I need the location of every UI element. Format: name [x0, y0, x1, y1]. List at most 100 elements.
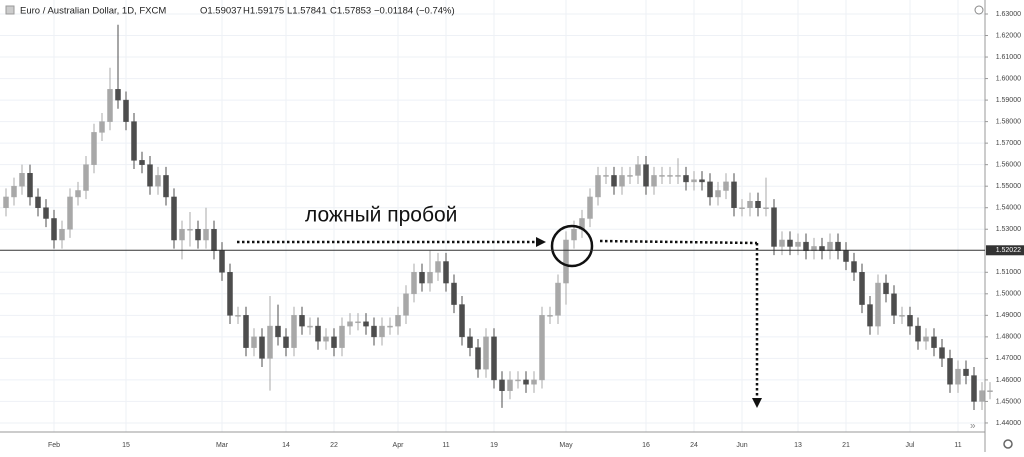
- x-tick-label: 19: [490, 442, 498, 449]
- candle-body: [547, 315, 553, 317]
- candle-body: [187, 228, 193, 231]
- x-tick-label: 16: [642, 442, 650, 449]
- candle-body: [475, 347, 481, 370]
- candle-body: [771, 207, 777, 247]
- candle-body: [531, 379, 537, 385]
- y-tick-label: 1.59000: [996, 97, 1021, 104]
- candle-body: [755, 201, 761, 208]
- candle-body: [715, 190, 721, 198]
- scroll-button[interactable]: »: [970, 421, 976, 432]
- x-tick-label: 14: [282, 442, 290, 449]
- y-tick-label: 1.56000: [996, 162, 1021, 169]
- candle-body: [683, 175, 689, 183]
- candle-body: [859, 272, 865, 305]
- candle-body: [371, 325, 377, 338]
- candle-body: [403, 293, 409, 316]
- candle-body: [491, 336, 497, 381]
- candle-body: [843, 250, 849, 262]
- candle-body: [827, 241, 833, 252]
- candle-body: [355, 321, 361, 324]
- candle-body: [291, 315, 297, 348]
- y-tick-label: 1.60000: [996, 75, 1021, 82]
- candle-body: [515, 379, 521, 382]
- candle-body: [363, 321, 369, 327]
- candle-body: [699, 179, 705, 183]
- arrow-head: [536, 237, 546, 247]
- candle-body: [907, 315, 913, 327]
- candle-body: [307, 325, 313, 328]
- candle-body: [251, 336, 257, 348]
- candle-body: [795, 241, 801, 247]
- candle-body: [867, 304, 873, 327]
- candle-body: [211, 228, 217, 252]
- y-tick-label: 1.54000: [996, 205, 1021, 212]
- candle-body: [603, 175, 609, 177]
- candle-body: [435, 261, 441, 273]
- y-tick-label: 1.58000: [996, 118, 1021, 125]
- candle-body: [379, 325, 385, 338]
- last-price-tag: [986, 245, 1024, 256]
- x-tick-label: 22: [330, 442, 338, 449]
- candle-body: [267, 325, 273, 359]
- candle-body: [131, 121, 137, 161]
- candle-body: [451, 282, 457, 305]
- candle-body: [219, 250, 225, 273]
- candle-body: [235, 315, 241, 317]
- candle-body: [123, 99, 129, 122]
- candle-body: [883, 282, 889, 295]
- candle-body: [971, 375, 977, 402]
- candle-body: [323, 336, 329, 342]
- candle-body: [203, 228, 209, 241]
- candle-body: [147, 164, 153, 187]
- candle-body: [939, 347, 945, 359]
- candle-body: [427, 272, 433, 284]
- symbol-icon[interactable]: [5, 5, 15, 15]
- last-price-label: 1.52022: [996, 247, 1021, 254]
- candle-body: [619, 175, 625, 187]
- change-label: −0.01184 (−0.74%): [374, 6, 455, 17]
- candle-body: [627, 175, 633, 177]
- y-tick-label: 1.49000: [996, 312, 1021, 319]
- candle-body: [19, 173, 25, 187]
- candle-body: [611, 175, 617, 187]
- candle-body: [635, 164, 641, 176]
- x-tick-label: 11: [954, 442, 961, 449]
- candle-body: [979, 390, 985, 402]
- candle-body: [891, 293, 897, 316]
- candle-body: [595, 175, 601, 198]
- candle-body: [507, 379, 513, 391]
- candle-body: [91, 132, 97, 165]
- candle-body: [571, 228, 577, 241]
- candle-body: [707, 181, 713, 198]
- candle-body: [115, 89, 121, 101]
- candle-body: [179, 228, 185, 241]
- candle-body: [59, 228, 65, 241]
- candle-body: [539, 315, 545, 381]
- candle-body: [851, 261, 857, 273]
- candle-body: [51, 218, 57, 241]
- settings-button[interactable]: [974, 5, 984, 15]
- y-tick-label: 1.48000: [996, 334, 1021, 341]
- x-tick-label: Jun: [736, 442, 747, 449]
- y-tick-label: 1.51000: [996, 269, 1021, 276]
- axis-settings[interactable]: [1003, 439, 1013, 449]
- candle-body: [411, 272, 417, 295]
- candle-body: [171, 196, 177, 241]
- candle-body: [555, 282, 561, 316]
- candle-body: [27, 173, 33, 198]
- close-label: C1.57853: [330, 6, 371, 17]
- candle-body: [747, 201, 753, 208]
- candle-body: [283, 336, 289, 348]
- candle-body: [691, 179, 697, 183]
- y-tick-label: 1.50000: [996, 291, 1021, 298]
- candle-body: [499, 379, 505, 391]
- x-tick-label: 11: [442, 442, 449, 449]
- candle-body: [3, 196, 9, 208]
- candle-body: [899, 315, 905, 317]
- x-tick-label: 15: [122, 442, 130, 449]
- candle-body: [563, 239, 569, 284]
- candle-body: [155, 175, 161, 187]
- candle-body: [339, 325, 345, 348]
- candle-body: [227, 272, 233, 316]
